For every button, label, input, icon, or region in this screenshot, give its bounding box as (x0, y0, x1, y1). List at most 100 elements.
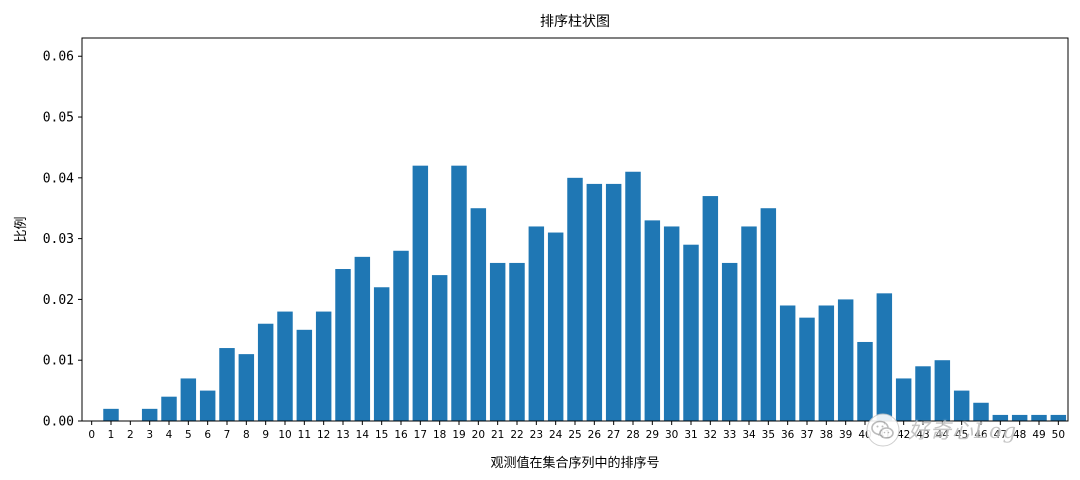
y-tick-label: 0.02 (43, 293, 74, 308)
bar-3 (141, 408, 158, 421)
y-tick-label: 0.01 (43, 354, 74, 369)
x-tick-label: 2 (127, 429, 134, 441)
bar-25 (567, 177, 583, 421)
bar-27 (605, 183, 622, 421)
x-tick-label: 32 (704, 429, 717, 441)
bar-44 (934, 360, 951, 421)
bar-47 (992, 414, 1009, 421)
bar-10 (277, 311, 293, 421)
y-axis-label: 比例 (14, 216, 29, 242)
x-tick-label: 15 (375, 429, 388, 441)
bar-49 (1031, 414, 1047, 421)
y-tick-label: 0.00 (43, 415, 74, 430)
x-tick-label: 37 (800, 429, 813, 441)
bar-17 (412, 165, 429, 421)
bar-23 (528, 226, 545, 421)
x-axis: 0 1 2 3 4 5 6 7 8 9 10 11 12 13 14 15 16 17 18 19 20 21 22 23 24… (88, 421, 1065, 441)
bar-32 (702, 196, 719, 421)
bar-29 (644, 220, 661, 421)
x-tick-label: 21 (491, 429, 504, 441)
x-tick-label: 39 (839, 429, 852, 441)
bar-19 (451, 165, 467, 421)
x-tick-label: 36 (781, 429, 795, 441)
y-tick-label: 0.06 (43, 50, 74, 65)
bar-21 (489, 262, 506, 421)
x-tick-label: 13 (336, 429, 349, 441)
x-tick-label: 25 (568, 429, 581, 441)
x-tick-label: 45 (955, 429, 968, 441)
bar-35 (760, 208, 777, 421)
x-tick-label: 42 (897, 429, 910, 441)
bar-38 (818, 305, 835, 421)
x-tick-label: 23 (530, 429, 543, 441)
bar-48 (1011, 414, 1028, 421)
x-tick-label: 44 (936, 429, 950, 441)
x-tick-label: 9 (262, 429, 269, 441)
x-tick-label: 46 (974, 429, 988, 441)
x-axis-label: 观测值在集合序列中的排序号 (490, 455, 659, 471)
x-tick-label: 29 (646, 429, 659, 441)
x-tick-label: 8 (243, 429, 250, 441)
bar-15 (373, 287, 390, 421)
bar-8 (238, 354, 255, 421)
x-tick-label: 43 (916, 429, 929, 441)
chart-title: 排序柱状图 (540, 14, 610, 30)
x-tick-label: 0 (88, 429, 95, 441)
bar-40 (857, 341, 873, 421)
bar-9 (257, 323, 274, 421)
y-tick-label: 0.03 (43, 232, 74, 247)
bar-37 (799, 317, 815, 421)
plot-frame (81, 37, 1069, 422)
watermark-text: 好奇心Log (908, 419, 1018, 443)
bar-7 (219, 348, 235, 421)
wechat-icon (866, 413, 900, 447)
bar-36 (779, 305, 796, 421)
x-tick-label: 10 (278, 429, 291, 441)
bar-24 (547, 232, 564, 421)
x-tick-label: 22 (510, 429, 523, 441)
x-tick-label: 3 (146, 429, 153, 441)
x-tick-label: 7 (224, 429, 231, 441)
x-tick-label: 19 (452, 429, 465, 441)
bar-46 (973, 402, 989, 421)
bar-41 (876, 293, 893, 421)
x-tick-label: 49 (1032, 429, 1045, 441)
bar-43 (915, 366, 931, 421)
x-tick-label: 47 (994, 429, 1007, 441)
x-tick-label: 35 (762, 429, 775, 441)
bar-13 (335, 269, 351, 421)
x-tick-label: 11 (298, 429, 311, 441)
x-tick-label: 16 (394, 429, 408, 441)
bar-11 (296, 329, 313, 421)
x-tick-label: 20 (472, 429, 485, 441)
x-tick-label: 38 (820, 429, 833, 441)
bar-28 (625, 171, 641, 421)
bar-31 (683, 244, 699, 421)
bar-34 (741, 226, 757, 421)
y-tick-label: 0.04 (43, 171, 74, 186)
x-tick-label: 1 (108, 429, 115, 441)
bar-30 (663, 226, 680, 421)
x-tick-label: 30 (665, 429, 678, 441)
bar-6 (199, 390, 216, 421)
x-tick-label: 28 (626, 429, 639, 441)
x-tick-label: 31 (684, 429, 697, 441)
bar-5 (180, 378, 197, 421)
x-tick-label: 18 (433, 429, 446, 441)
x-tick-label: 34 (742, 429, 756, 441)
y-axis: 0.00 0.01 0.02 0.03 0.04 0.05 0.06 (43, 50, 82, 430)
watermark: 好奇心Log (866, 410, 1052, 450)
x-tick-label: 27 (607, 429, 620, 441)
bars-group (103, 165, 1067, 421)
x-tick-label: 14 (356, 429, 370, 441)
x-tick-label: 6 (204, 429, 211, 441)
x-tick-label: 4 (166, 429, 173, 441)
bar-22 (509, 262, 525, 421)
bar-12 (315, 311, 332, 421)
bar-26 (586, 183, 603, 421)
bar-42 (895, 378, 912, 421)
x-tick-label: 24 (549, 429, 563, 441)
y-tick-label: 0.05 (43, 111, 74, 126)
bar-16 (393, 250, 409, 421)
bar-39 (837, 299, 854, 421)
